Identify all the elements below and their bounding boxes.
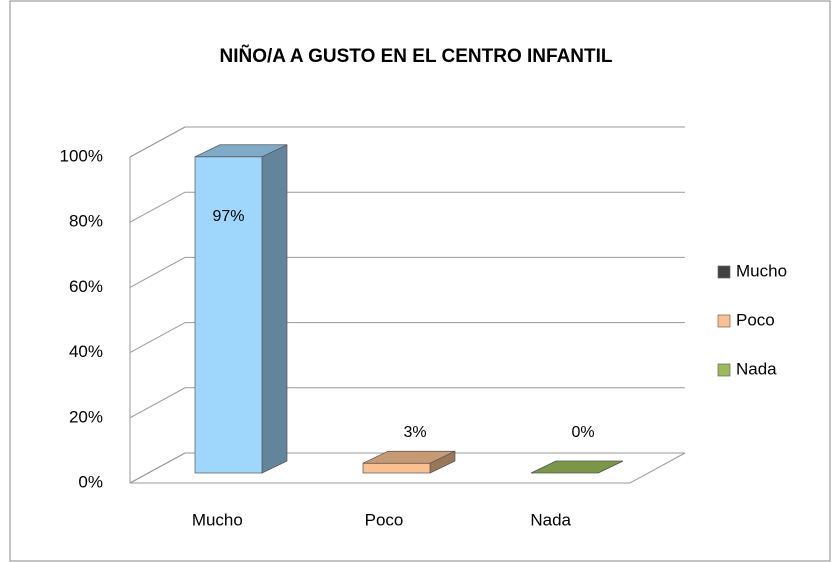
bar <box>362 462 431 474</box>
y-tick-label: 100% <box>60 146 103 165</box>
grid-line <box>129 387 685 419</box>
x-tick-label: Nada <box>530 510 571 529</box>
grid-line <box>129 322 685 354</box>
x-tick-label: Poco <box>365 510 404 529</box>
y-tick-label: 80% <box>69 212 103 231</box>
bar-side <box>261 144 288 474</box>
bar <box>194 156 263 474</box>
legend-swatch <box>717 314 731 328</box>
y-tick-label: 60% <box>69 277 103 296</box>
bar-top <box>362 450 456 464</box>
data-label: 97% <box>212 208 244 225</box>
grid-line <box>129 126 685 158</box>
x-tick-label: Mucho <box>192 510 243 529</box>
legend-label: Nada <box>736 359 777 378</box>
grid-line <box>129 256 685 288</box>
data-label: 3% <box>403 424 426 441</box>
grid-line <box>129 191 685 223</box>
y-tick-label: 20% <box>69 407 103 426</box>
legend-label: Poco <box>736 310 775 329</box>
grid-line <box>129 452 685 484</box>
chart-title: NIÑO/A A GUSTO EN EL CENTRO INFANTIL <box>219 45 612 67</box>
legend-label: Mucho <box>736 261 787 280</box>
bar-top <box>194 144 288 158</box>
bar-top <box>530 460 624 474</box>
y-tick-label: 40% <box>69 342 103 361</box>
legend-swatch <box>717 265 731 279</box>
data-label: 0% <box>571 424 594 441</box>
legend-swatch <box>717 363 731 377</box>
y-tick-label: 0% <box>78 472 103 491</box>
